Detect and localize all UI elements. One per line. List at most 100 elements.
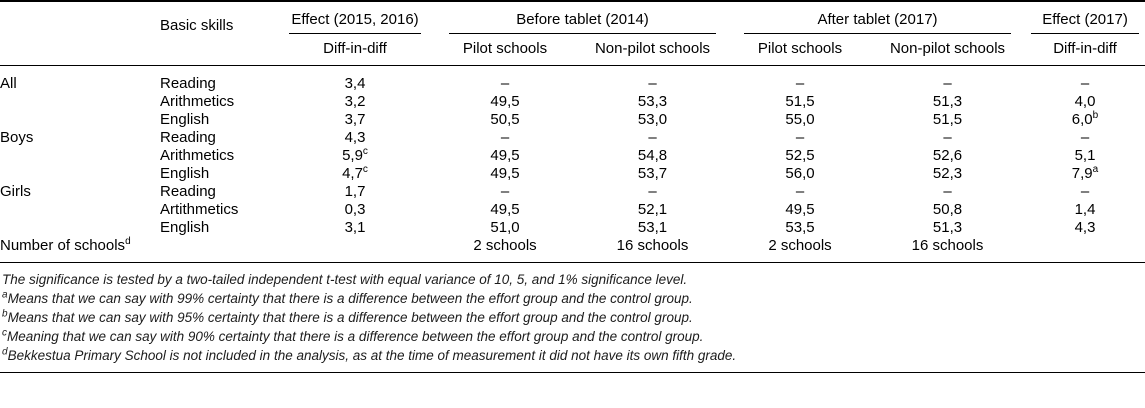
col-subheader-pilot-before: Pilot schools — [435, 34, 575, 66]
value-cell: 52,1 — [637, 201, 668, 218]
value-cell: 3,1 — [344, 219, 366, 236]
value-cell: 6,0b — [1071, 110, 1099, 129]
value-cell: 54,8 — [637, 147, 668, 164]
table-row: Girls Reading 1,7 – – – – – — [0, 182, 1145, 200]
value-cell: 49,5 — [490, 165, 520, 182]
value-cell: 3,4 — [344, 75, 366, 92]
value-cell: 50,5 — [490, 111, 520, 128]
value-cell: 2 schools — [730, 236, 870, 263]
value-cell: 3,2 — [344, 93, 366, 110]
value-cell: 51,5 — [785, 93, 815, 110]
col-subheader-diff-in-diff-2017: Diff-in-diff — [1025, 34, 1145, 66]
table-row: Boys Reading 4,3 – – – – – — [0, 128, 1145, 146]
value-cell: – — [500, 129, 510, 146]
value-cell: 51,5 — [932, 111, 963, 128]
footnote: cMeaning that we can say with 90% certai… — [2, 327, 704, 344]
group-cell: Girls — [0, 183, 31, 200]
value-cell: 4,3 — [1074, 219, 1096, 236]
value-cell: 50,8 — [932, 201, 963, 218]
value-cell: 52,6 — [932, 147, 963, 164]
table-row: Arithmetics 5,9c 49,5 54,8 52,5 52,6 5,1 — [0, 146, 1145, 165]
value-cell: 4,0 — [1074, 93, 1096, 110]
skill-cell: English — [160, 219, 210, 236]
table-row: Arithmetics 3,2 49,5 53,3 51,5 51,3 4,0 — [0, 92, 1145, 110]
value-cell: – — [648, 129, 657, 146]
group-cell — [0, 110, 160, 128]
value-cell: 49,5 — [785, 201, 815, 218]
skill-cell: Artithmetics — [160, 201, 239, 218]
value-cell: 56,0 — [785, 165, 815, 182]
table-header: Basic skills Effect (2015, 2016) Before … — [0, 1, 1145, 66]
footnote: aMeans that we can say with 99% certaint… — [2, 289, 693, 306]
value-cell: 51,0 — [490, 219, 520, 236]
value-cell: – — [795, 183, 805, 200]
footnote: The significance is tested by a two-tail… — [2, 272, 688, 287]
value-cell: – — [943, 75, 952, 92]
footnote-marker: c — [2, 327, 7, 339]
value-cell: 49,5 — [490, 201, 520, 218]
value-cell: 53,0 — [637, 111, 668, 128]
value-cell: 55,0 — [785, 111, 815, 128]
skill-cell: English — [160, 165, 210, 182]
value-cell: – — [943, 183, 952, 200]
footnote-marker: d — [2, 346, 8, 358]
value-cell: 5,1 — [1074, 147, 1096, 164]
group-cell — [0, 146, 160, 164]
value-cell: – — [1080, 129, 1090, 146]
value-cell: 3,7 — [344, 111, 366, 128]
skill-cell: Arithmetics — [160, 147, 235, 164]
col-subheader-diff-in-diff-2015: Diff-in-diff — [275, 34, 435, 66]
col-subheader-non-pilot-before: Non-pilot schools — [575, 34, 730, 66]
table-figure: Basic skills Effect (2015, 2016) Before … — [0, 0, 1145, 373]
value-cell: 1,4 — [1074, 201, 1096, 218]
value-cell: 16 schools — [575, 236, 730, 263]
value-cell: – — [500, 75, 510, 92]
results-table: Basic skills Effect (2015, 2016) Before … — [0, 0, 1145, 263]
value-cell: 7,9a — [1071, 164, 1099, 183]
skill-cell: Reading — [160, 75, 216, 92]
table-row: English 3,7 50,5 53,0 55,0 51,5 6,0b — [0, 110, 1145, 129]
value-cell — [1025, 236, 1145, 263]
table-row: English 3,1 51,0 53,1 53,5 51,3 4,3 — [0, 218, 1145, 236]
group-cell: All — [0, 75, 17, 92]
value-cell: 53,1 — [637, 219, 668, 236]
value-cell: 0,3 — [344, 201, 366, 218]
value-cell: 53,3 — [637, 93, 668, 110]
skill-cell: Reading — [160, 183, 216, 200]
header-row-groups: Basic skills Effect (2015, 2016) Before … — [0, 1, 1145, 34]
value-cell: 16 schools — [870, 236, 1026, 263]
col-header-before-tablet: Before tablet (2014) — [435, 1, 730, 34]
value-cell: – — [795, 75, 805, 92]
col-subheader-pilot-after: Pilot schools — [730, 34, 870, 66]
table-row: All Reading 3,4 – – – – – — [0, 66, 1145, 92]
value-cell: – — [943, 129, 952, 146]
value-cell: 53,5 — [785, 219, 815, 236]
footnote: dBekkestua Primary School is not include… — [2, 346, 737, 363]
subheader-blank-group — [0, 34, 160, 66]
value-cell: 52,3 — [932, 165, 963, 182]
table-row: English 4,7c 49,5 53,7 56,0 52,3 7,9a — [0, 164, 1145, 183]
group-cell — [0, 200, 160, 218]
table-body: All Reading 3,4 – – – – – Arithmetics 3,2 49,5 53,3… — [0, 66, 1145, 263]
footnotes: The significance is tested by a two-tail… — [0, 263, 1145, 373]
value-cell: 1,7 — [344, 183, 366, 200]
value-cell: – — [1080, 183, 1090, 200]
significance-superscript: c — [362, 146, 368, 157]
value-cell — [275, 236, 435, 263]
value-cell: – — [500, 183, 510, 200]
significance-superscript: a — [1092, 164, 1099, 175]
value-cell: 49,5 — [490, 147, 520, 164]
value-cell: 4,3 — [344, 129, 366, 146]
value-cell: – — [648, 183, 657, 200]
col-header-effect-2017: Effect (2017) — [1025, 1, 1145, 34]
group-cell: Number of schoolsd — [0, 236, 160, 263]
value-cell: 5,9c — [342, 146, 368, 165]
skill-cell: Reading — [160, 129, 216, 146]
skill-cell — [160, 236, 275, 263]
header-blank-group — [0, 1, 160, 34]
value-cell: – — [1080, 75, 1090, 92]
value-cell: 53,7 — [637, 165, 668, 182]
skill-cell: Arithmetics — [160, 93, 235, 110]
col-header-after-tablet: After tablet (2017) — [730, 1, 1025, 34]
value-cell: 52,5 — [785, 147, 815, 164]
